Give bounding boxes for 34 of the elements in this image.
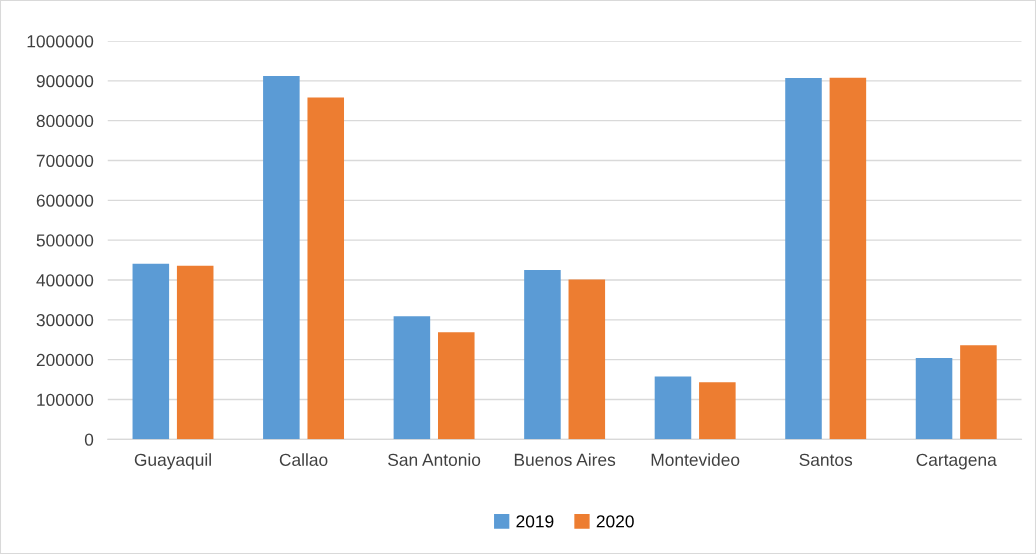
y-tick-label: 0: [84, 433, 94, 446]
y-tick-label: 600000: [36, 194, 94, 207]
y-tick-label: 500000: [36, 234, 94, 247]
legend-label: 2019: [516, 515, 554, 528]
bar: [568, 279, 606, 440]
x-tick-label: Santos: [799, 453, 853, 466]
y-tick-label: 800000: [36, 114, 94, 128]
bar: [785, 78, 822, 440]
bar: [524, 270, 561, 440]
bar: [699, 382, 736, 440]
x-tick-label: Cartagena: [916, 453, 997, 470]
y-tick-label: 200000: [36, 353, 94, 367]
bar: [307, 97, 345, 440]
y-tick-label: 400000: [36, 274, 94, 287]
bar: [132, 263, 170, 440]
bar: [263, 76, 300, 440]
y-tick-label: 900000: [36, 75, 94, 88]
x-tick-label: Guayaquil: [134, 453, 211, 470]
bar: [393, 316, 431, 440]
x-tick-label: Callao: [279, 453, 328, 466]
bar: [960, 345, 997, 440]
bar: [829, 77, 867, 440]
x-tick-label: San Antonio: [388, 453, 481, 466]
y-tick-label: 100000: [37, 393, 94, 406]
bar: [654, 376, 692, 440]
y-tick-label: 300000: [36, 313, 94, 327]
x-tick-label: Montevideo: [651, 453, 740, 466]
bar: [176, 265, 214, 440]
bar: [915, 358, 953, 440]
y-tick-label: 1000000: [27, 35, 94, 48]
legend-label: 2020: [596, 515, 634, 528]
x-tick-label: Buenos Aires: [514, 453, 616, 466]
bar: [438, 332, 475, 440]
y-tick-label: 700000: [36, 154, 94, 167]
